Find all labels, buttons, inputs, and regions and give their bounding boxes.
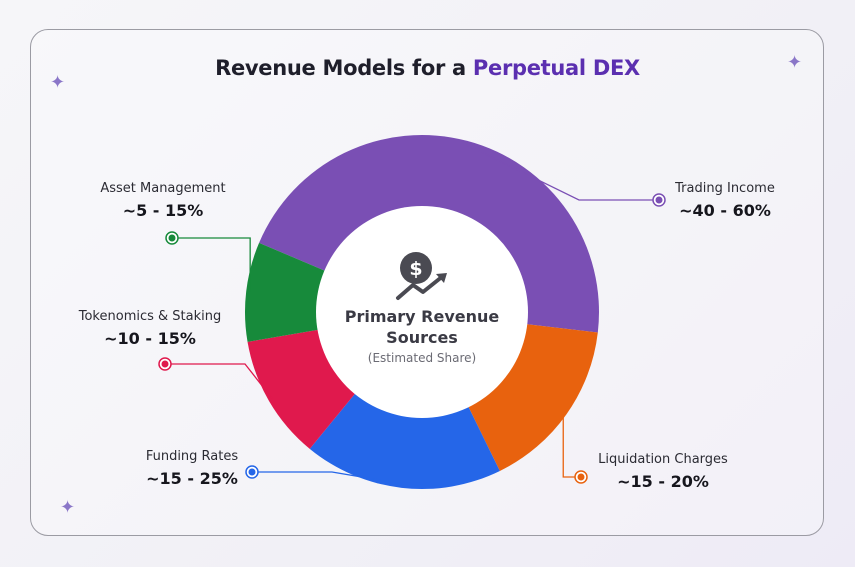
label-marker-dot xyxy=(655,196,663,204)
sparkle-icon: ✦ xyxy=(60,497,76,517)
leader-line xyxy=(165,363,273,400)
donut-hole xyxy=(316,206,528,418)
label-marker-dot xyxy=(168,234,176,242)
slice-label-value: ~15 - 25% xyxy=(146,469,238,488)
title-prefix: Revenue Models for a xyxy=(215,56,473,80)
slice-label-name: Asset Management xyxy=(100,181,225,196)
leader-line xyxy=(172,237,251,293)
sparkle-icon: ✦ xyxy=(787,52,803,72)
slice-label-name: Liquidation Charges xyxy=(598,452,728,467)
label-marker-dot xyxy=(161,360,169,368)
leader-lines xyxy=(158,144,666,485)
slice-label-value: ~15 - 20% xyxy=(617,472,709,491)
svg-text:$: $ xyxy=(409,258,422,280)
slice-label-value: ~10 - 15% xyxy=(104,329,196,348)
slice-labels: Trading Income ~40 - 60% Liquidation Charg… xyxy=(78,181,775,491)
label-marker-dot xyxy=(577,473,585,481)
center-subtitle: (Estimated Share) xyxy=(368,351,476,365)
slice-label-value: ~5 - 15% xyxy=(123,201,204,220)
leader-line xyxy=(252,471,403,485)
label-marker-dot xyxy=(248,468,256,476)
page-title: Revenue Models for a Perpetual DEX xyxy=(0,56,855,80)
center-title-line1: Primary Revenue xyxy=(345,307,500,326)
title-accent: Perpetual DEX xyxy=(472,56,640,80)
sparkle-icon: ✦ xyxy=(50,72,66,92)
slice-label-name: Trading Income xyxy=(674,181,775,196)
slice-label-name: Tokenomics & Staking xyxy=(78,309,222,324)
center-title-line2: Sources xyxy=(386,328,458,347)
leader-line xyxy=(562,411,581,478)
slice-label-value: ~40 - 60% xyxy=(679,201,771,220)
slice-label-name: Funding Rates xyxy=(146,449,239,464)
leader-line xyxy=(465,144,659,201)
dollar-growth-icon: $ xyxy=(396,252,447,300)
